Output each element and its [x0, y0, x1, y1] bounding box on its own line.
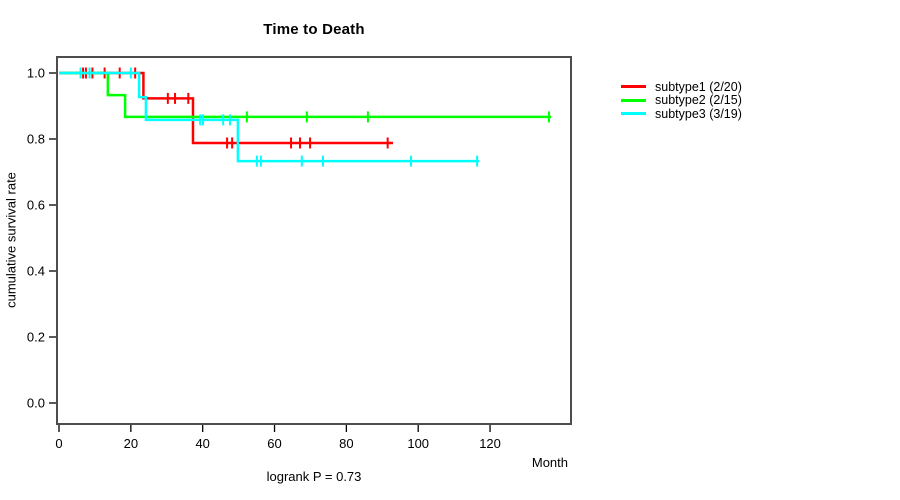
- x-axis-title: Month: [531, 455, 568, 470]
- series-subtype3-curve: [59, 71, 480, 163]
- legend-item-subtype1: subtype1 (2/20): [621, 80, 742, 94]
- x-tick-label: 100: [407, 436, 429, 451]
- chart-title: Time to Death: [263, 21, 365, 38]
- legend-label-subtype1: subtype1 (2/20): [655, 79, 742, 94]
- legend-item-subtype3: subtype3 (3/19): [621, 107, 742, 121]
- x-tick-label: 120: [479, 436, 501, 451]
- x-tick-label: 0: [55, 436, 62, 451]
- legend-line-swatch-subtype3: [621, 112, 646, 116]
- legend-label-subtype3: subtype3 (3/19): [655, 106, 742, 121]
- logrank-annotation: logrank P = 0.73: [266, 469, 362, 484]
- x-tick-label: 20: [124, 436, 138, 451]
- legend-line-swatch-subtype2: [621, 98, 646, 102]
- y-tick-label: 0.8: [27, 132, 45, 147]
- legend-item-subtype2: subtype2 (2/15): [621, 93, 742, 108]
- series-subtype1-curve: [59, 71, 394, 145]
- x-tick-label: 60: [267, 436, 281, 451]
- legend-label-subtype2: subtype2 (2/15): [655, 93, 742, 108]
- series-subtype2-curve: [59, 71, 552, 119]
- y-tick-label: 0.2: [27, 330, 45, 345]
- legend-line-swatch-subtype1: [621, 85, 646, 89]
- y-tick-label: 0.4: [27, 264, 45, 279]
- x-tick-label: 40: [195, 436, 209, 451]
- y-tick-label: 0.0: [27, 396, 45, 411]
- x-tick-label: 80: [339, 436, 353, 451]
- y-axis-title: cumulative survival rate: [3, 172, 19, 308]
- y-tick-label: 0.6: [27, 198, 45, 213]
- legend: subtype1 (2/20) subtype2 (2/15) subtype3…: [621, 80, 742, 121]
- plot-box: [56, 56, 572, 425]
- y-tick-label: 1.0: [27, 66, 45, 81]
